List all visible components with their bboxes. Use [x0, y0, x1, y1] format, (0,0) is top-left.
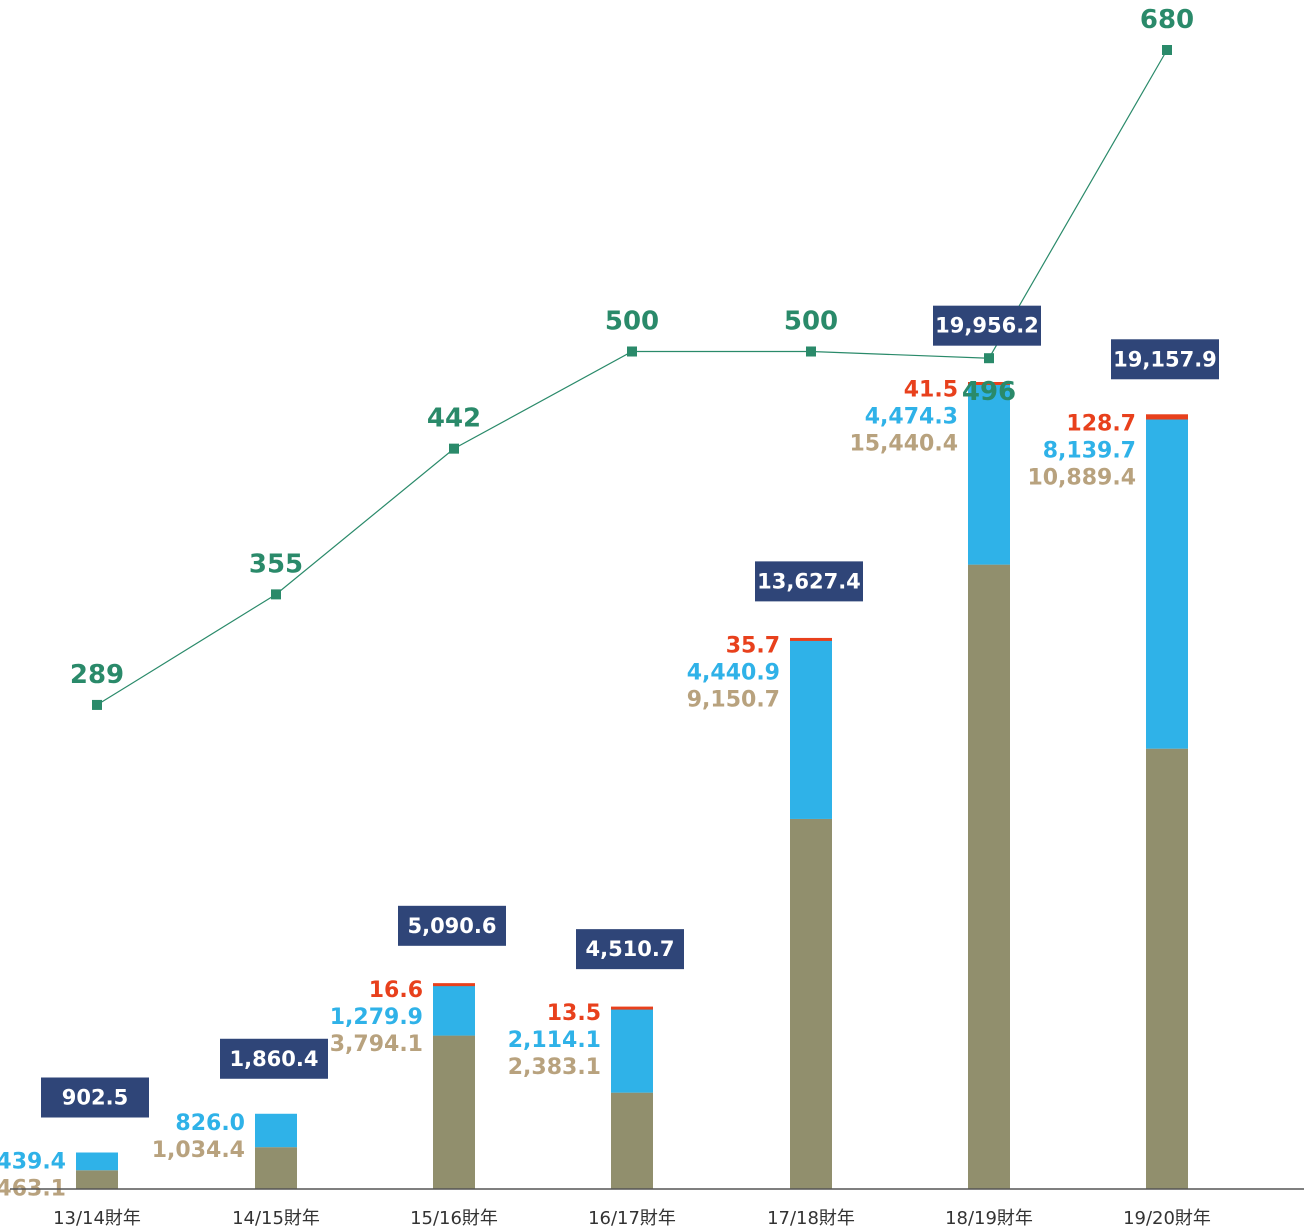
bars-layer	[76, 382, 1188, 1189]
bar-segment-middle-2	[433, 983, 475, 1036]
line-point-1	[271, 589, 281, 600]
x-tick-label-0: 13/14財年	[53, 1208, 141, 1229]
value-label-segment-bottom-1: 1,034.4	[152, 1138, 245, 1163]
line-value-label-5: 496	[962, 377, 1016, 407]
line-point-3	[627, 346, 637, 357]
x-tick-label-3: 16/17財年	[588, 1208, 676, 1229]
x-axis-ticks: 13/14財年 14/15財年 15/16財年 16/17財年 17/18財年 18/19…	[53, 1208, 1211, 1229]
line-layer: 289 355 442 500 500 496 680	[70, 5, 1194, 710]
value-label-segment-middle-1: 826.0	[175, 1111, 245, 1136]
line-value-label-0: 289	[70, 660, 124, 690]
value-label-segment-middle-4: 4,440.9	[687, 660, 780, 685]
value-label-segment-bottom-5: 15,440.4	[849, 432, 958, 457]
value-label-segment-bottom-4: 9,150.7	[687, 687, 780, 712]
total-label-2: 5,090.6	[407, 914, 496, 938]
total-label-3: 4,510.7	[585, 937, 674, 961]
value-label-segment-bottom-2: 3,794.1	[330, 1032, 423, 1057]
bar-segment-top-2	[433, 983, 475, 987]
bar-segment-top-3	[611, 1006, 653, 1010]
value-label-segment-middle-2: 1,279.9	[330, 1005, 423, 1030]
bar-segment-bottom-5	[968, 564, 1010, 1189]
total-box-5	[933, 305, 1041, 346]
total-label-6: 19,157.9	[1113, 347, 1217, 371]
line-point-0	[92, 699, 102, 710]
bar-segment-middle-0	[76, 1152, 118, 1171]
total-label-5: 19,956.2	[935, 314, 1039, 338]
total-label-1: 1,860.4	[229, 1047, 318, 1071]
labels-layer: 439.4463.1902.5826.01,034.41,860.416.61,…	[0, 305, 1219, 1202]
line-point-6	[1162, 45, 1172, 55]
line-value-label-4: 500	[784, 307, 838, 337]
total-box-6	[1111, 339, 1219, 380]
bar-segment-middle-4	[790, 639, 832, 819]
bar-segment-middle-6	[1146, 419, 1188, 749]
value-label-segment-top-4: 35.7	[726, 633, 780, 658]
x-tick-label-1: 14/15財年	[232, 1208, 320, 1229]
value-label-segment-top-5: 41.5	[904, 378, 958, 403]
value-label-segment-middle-5: 4,474.3	[865, 405, 958, 430]
value-label-segment-bottom-3: 2,383.1	[508, 1055, 601, 1080]
bar-segment-bottom-6	[1146, 748, 1188, 1189]
bar-segment-bottom-4	[790, 818, 832, 1189]
total-box-0	[41, 1077, 149, 1118]
line-value-label-1: 355	[249, 549, 303, 579]
x-tick-label-6: 19/20財年	[1123, 1208, 1211, 1229]
value-label-segment-middle-6: 8,139.7	[1043, 438, 1136, 463]
line-point-2	[449, 443, 459, 454]
value-label-segment-bottom-6: 10,889.4	[1027, 465, 1136, 490]
bar-segment-bottom-1	[255, 1147, 297, 1189]
total-box-1	[220, 1038, 328, 1079]
value-label-segment-top-6: 128.7	[1066, 411, 1136, 436]
total-box-3	[576, 929, 684, 970]
bar-segment-top-5	[968, 382, 1010, 385]
bar-segment-top-6	[1146, 414, 1188, 420]
bar-segment-bottom-2	[433, 1035, 475, 1189]
total-box-4	[755, 561, 863, 602]
bar-segment-middle-5	[968, 383, 1010, 565]
total-label-4: 13,627.4	[757, 569, 861, 593]
line-point-4	[806, 346, 816, 357]
value-label-segment-top-2: 16.6	[369, 978, 423, 1003]
x-tick-label-4: 17/18財年	[767, 1208, 855, 1229]
bar-segment-middle-1	[255, 1113, 297, 1148]
total-box-2	[398, 905, 506, 946]
value-label-segment-top-3: 13.5	[547, 1001, 601, 1026]
total-label-0: 902.5	[62, 1086, 128, 1110]
bar-segment-middle-3	[611, 1007, 653, 1093]
line-point-5	[984, 353, 994, 364]
value-label-segment-middle-3: 2,114.1	[508, 1028, 601, 1053]
x-tick-label-5: 18/19財年	[945, 1208, 1033, 1229]
line-value-label-6: 680	[1140, 5, 1194, 35]
bar-segment-top-4	[790, 637, 832, 641]
line-value-label-3: 500	[605, 307, 659, 337]
bar-segment-bottom-0	[76, 1170, 118, 1189]
x-tick-label-2: 15/16財年	[410, 1208, 498, 1229]
bar-segment-bottom-3	[611, 1092, 653, 1189]
line-value-label-2: 442	[427, 404, 481, 434]
value-label-segment-middle-0: 439.4	[0, 1150, 66, 1175]
